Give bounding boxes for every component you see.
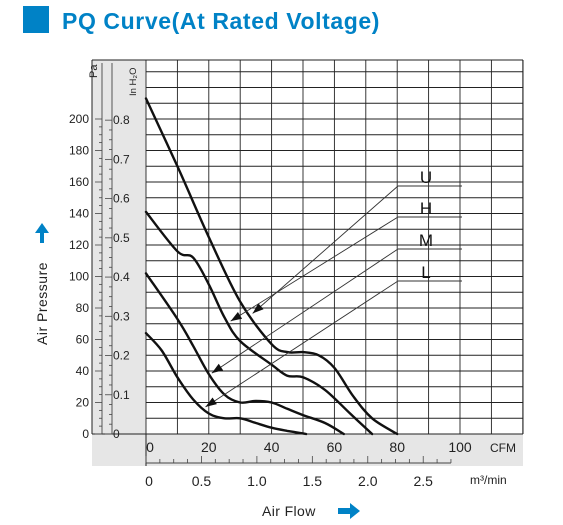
legend-leader-m <box>211 248 399 374</box>
y-tick-label-pa: 40 <box>76 364 90 378</box>
y-tick-label-inh2o: 0.7 <box>113 152 130 166</box>
x-tick-label-cfm: 100 <box>448 439 472 455</box>
legend-arrowhead-m <box>211 363 224 374</box>
y-tick-label-inh2o: 0.4 <box>113 270 130 284</box>
y-tick-label-pa: 60 <box>76 333 90 347</box>
legend-leader-l <box>205 280 399 408</box>
x-axis-title: Air Flow <box>262 503 316 519</box>
legend-label-h: H <box>420 199 432 218</box>
series-line-l <box>144 332 308 436</box>
y-tick-label-inh2o: 0.3 <box>113 309 130 323</box>
y-tick-label-pa: 80 <box>76 301 90 315</box>
legend-leader-h <box>230 216 399 322</box>
x-tick-label-cfm: 60 <box>327 439 343 455</box>
x-axis-arrow-icon <box>338 503 360 519</box>
x-unit-cfm: CFM <box>490 441 516 455</box>
y-tick-label-inh2o: 0 <box>113 427 120 441</box>
legend-label-m: M <box>419 231 433 250</box>
y-tick-label-inh2o: 0.6 <box>113 192 130 206</box>
y-tick-label-pa: 140 <box>69 207 89 221</box>
y-axis-band <box>92 60 146 434</box>
legend-arrowhead-h <box>230 311 243 322</box>
x-tick-label-cfm: 40 <box>264 439 280 455</box>
y-unit-inh2o: In H₂O <box>128 68 139 97</box>
y-tick-label-pa: 100 <box>69 270 89 284</box>
x-tick-label-cfm: 80 <box>389 439 405 455</box>
x-tick-label-m3min: 1.0 <box>247 473 267 489</box>
y-axis-title: Air Pressure <box>34 262 50 345</box>
y-tick-label-inh2o: 0.5 <box>113 231 130 245</box>
chart-title: PQ Curve(At Rated Voltage) <box>62 8 381 34</box>
x-tick-label-m3min: 0 <box>145 473 153 489</box>
x-tick-label-m3min: 2.0 <box>358 473 378 489</box>
y-tick-label-pa: 0 <box>82 427 89 441</box>
y-tick-label-inh2o: 0.2 <box>113 349 130 363</box>
x-unit-m3min: m³/min <box>470 473 507 487</box>
x-tick-label-m3min: 0.5 <box>192 473 212 489</box>
series-line-m <box>144 272 345 436</box>
y-tick-label-pa: 160 <box>69 175 89 189</box>
series-line-u <box>144 97 399 436</box>
legend-arrowhead-l <box>205 397 217 407</box>
legend-label-l: L <box>421 263 430 282</box>
x-tick-label-m3min: 1.5 <box>303 473 323 489</box>
y-tick-label-inh2o: 0.1 <box>113 388 130 402</box>
legend-arrowhead-u <box>252 303 264 314</box>
y-tick-label-pa: 180 <box>69 144 89 158</box>
x-tick-label-m3min: 2.5 <box>413 473 433 489</box>
y-unit-pa: Pa <box>88 64 100 78</box>
x-tick-label-cfm: 0 <box>146 439 154 455</box>
series-line-h <box>144 210 374 436</box>
y-tick-label-pa: 20 <box>76 396 90 410</box>
y-tick-label-inh2o: 0.8 <box>113 113 130 127</box>
y-tick-label-pa: 120 <box>69 238 89 252</box>
header-square-icon <box>23 6 49 33</box>
legend-label-u: U <box>420 168 432 187</box>
y-tick-label-pa: 200 <box>69 112 89 126</box>
y-axis-arrow-icon <box>35 223 49 243</box>
x-tick-label-cfm: 20 <box>201 439 217 455</box>
